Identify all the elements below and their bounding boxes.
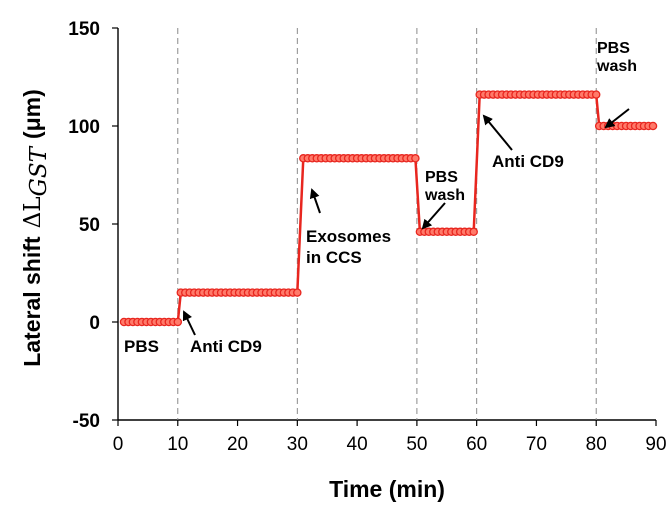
x-tick-label: 90 (645, 434, 666, 455)
annotation-line: PBS (124, 337, 159, 356)
data-point (293, 288, 302, 297)
x-tick-label: 10 (167, 434, 188, 455)
data-point (469, 227, 478, 237)
x-tick-label: 20 (227, 434, 248, 455)
data-point (173, 317, 183, 327)
y-axis-title: Lateral shift ΔLGST (μm) (19, 89, 52, 367)
annotation-label: Exosomes in CCS (306, 227, 391, 267)
annotation-line: Anti CD9 (492, 152, 564, 171)
annotation-arrows (182, 108, 630, 336)
annotation-label: PBS (124, 337, 159, 356)
y-axis-title-symbol: ΔL (20, 197, 46, 229)
y-tick-label: 150 (68, 19, 100, 40)
y-axis-title-subscript: GST (26, 145, 52, 196)
annotation-line: wash (596, 58, 637, 75)
x-axis-title: Time (min) (329, 476, 445, 502)
x-tick-label: 70 (526, 434, 547, 455)
data-point (411, 154, 420, 163)
y-tick-label: 0 (89, 313, 100, 334)
series-line (124, 93, 653, 324)
y-axis-title-unit: (μm) (19, 89, 45, 139)
annotation-label: PBS wash (596, 40, 637, 75)
y-tick-label: 100 (68, 117, 100, 138)
annotation-arrow (309, 188, 321, 214)
vertical-marker-lines (177, 28, 597, 420)
annotation-arrow (482, 114, 513, 151)
x-tick-label: 30 (287, 434, 308, 455)
annotation-line: PBS (597, 40, 630, 57)
data-point (648, 121, 658, 131)
annotation-line: wash (424, 187, 465, 204)
annotation-label: Anti CD9 (190, 337, 262, 356)
annotation-arrow (604, 108, 630, 129)
y-tick-label: 50 (79, 215, 100, 236)
annotation-label: PBS wash (424, 169, 465, 204)
x-tick-label: 60 (466, 434, 487, 455)
y-axis-title-text: Lateral shift (19, 236, 45, 367)
data-point (591, 90, 601, 99)
annotation-line: PBS (425, 169, 458, 186)
x-tick-label: 40 (347, 434, 368, 455)
annotation-line: Exosomes (306, 227, 391, 246)
annotation-line: Anti CD9 (190, 337, 262, 356)
annotation-arrow (421, 202, 446, 230)
annotation-line: in CCS (306, 248, 362, 267)
x-tick-label: 80 (586, 434, 607, 455)
x-tick-label: 50 (406, 434, 427, 455)
annotation-label: Anti CD9 (492, 152, 564, 171)
axes: 0 10 20 30 40 50 60 70 80 90 150 100 50 0 -50 Time (min… (19, 19, 667, 502)
y-tick-label: -50 (73, 411, 100, 432)
x-tick-label: 0 (113, 434, 124, 455)
annotation-arrow (182, 310, 196, 336)
series-lateral-shift (119, 90, 658, 327)
